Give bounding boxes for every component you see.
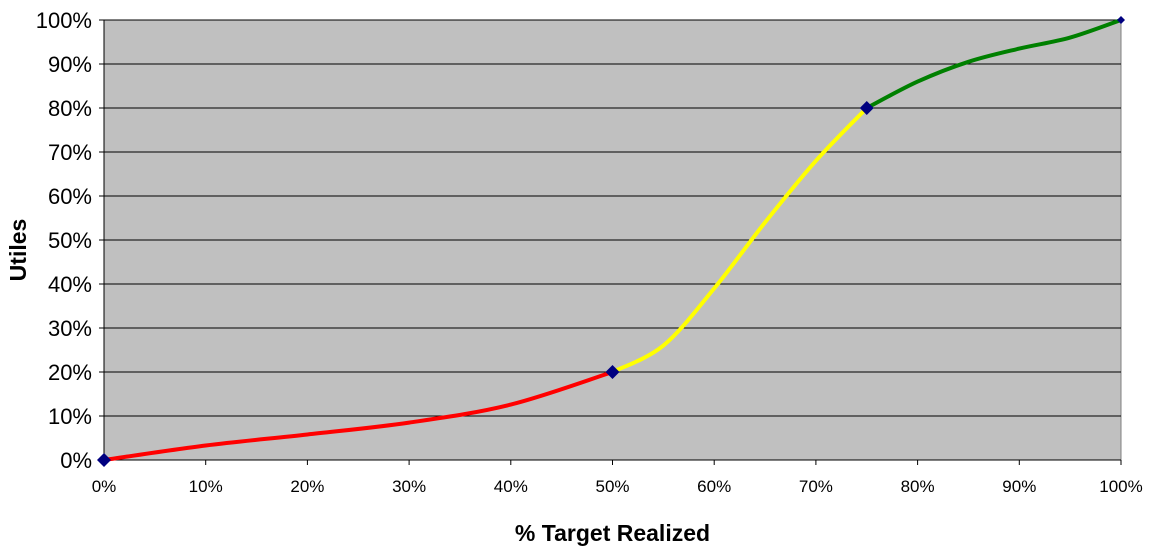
series-segment-3 (864, 18, 1123, 110)
data-point-marker (605, 365, 620, 379)
series-segment-2 (610, 106, 869, 374)
x-tick-label: 80% (901, 477, 935, 496)
y-tick-label: 40% (48, 272, 92, 297)
x-tick-label: 10% (189, 477, 223, 496)
y-tick-label: 60% (48, 184, 92, 209)
y-tick-label: 0% (60, 448, 92, 473)
y-tick-label: 30% (48, 316, 92, 341)
x-tick-label: 60% (697, 477, 731, 496)
data-point-marker (1117, 16, 1125, 24)
x-tick-label: 100% (1099, 477, 1142, 496)
y-axis-ticks: 0% 10% 20% 30% 40% 50% 60% 70% 80% 90% 100% (36, 8, 104, 473)
y-tick-label: 90% (48, 52, 92, 77)
gridlines (103, 19, 1121, 461)
y-axis-label: Utiles (5, 219, 31, 282)
x-tick-label: 0% (92, 477, 117, 496)
y-tick-label: 70% (48, 140, 92, 165)
x-tick-label: 70% (799, 477, 833, 496)
x-tick-label: 50% (595, 477, 629, 496)
x-tick-label: 30% (392, 477, 426, 496)
y-tick-label: 80% (48, 96, 92, 121)
y-tick-label: 50% (48, 228, 92, 253)
x-tick-label: 40% (494, 477, 528, 496)
x-axis-label: % Target Realized (515, 520, 710, 546)
y-tick-label: 20% (48, 360, 92, 385)
data-point-marker (859, 101, 874, 115)
data-point-marker (97, 453, 111, 467)
x-tick-label: 90% (1002, 477, 1036, 496)
x-axis-ticks: 0% 10% 20% 30% 40% 50% 60% 70% 80% 90% 100% (92, 460, 1143, 496)
series-segment-1 (102, 370, 615, 462)
y-tick-label: 100% (36, 8, 92, 33)
data-markers (97, 16, 1125, 467)
x-tick-label: 20% (290, 477, 324, 496)
series-lines (102, 18, 1123, 462)
y-tick-label: 10% (48, 404, 92, 429)
